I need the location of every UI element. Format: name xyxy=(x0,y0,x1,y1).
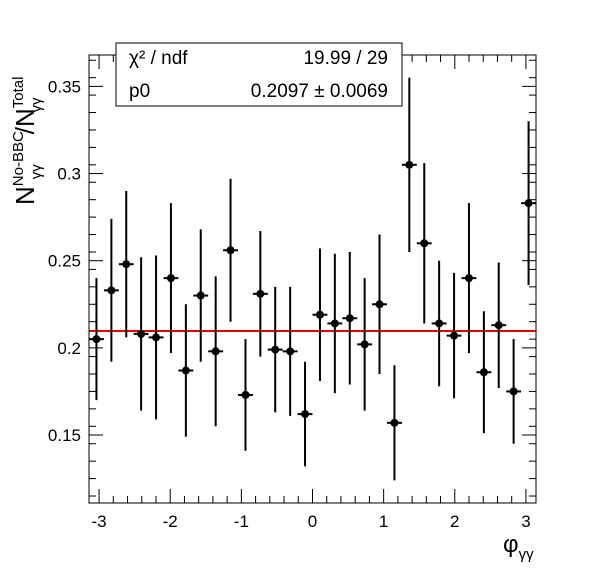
point-marker xyxy=(286,347,295,356)
data-point xyxy=(118,190,134,338)
fit-stats-box: χ² / ndf 19.99 / 29 p0 0.2097 ± 0.0069 xyxy=(115,42,403,107)
y-title-sep: /N xyxy=(10,108,40,134)
x-axis-title: φγγ xyxy=(503,531,534,563)
point-marker xyxy=(241,390,250,399)
data-point xyxy=(238,339,253,451)
stat-p0-label: p0 xyxy=(129,81,150,102)
data-point xyxy=(521,121,537,286)
data-point xyxy=(252,231,268,357)
data-point xyxy=(267,286,283,413)
point-marker xyxy=(122,260,131,269)
data-point xyxy=(282,286,298,416)
point-marker xyxy=(315,310,324,319)
point-marker xyxy=(92,335,101,344)
x-tick-label: 0 xyxy=(308,512,317,531)
x-title-main: φ xyxy=(503,531,519,558)
point-marker xyxy=(256,289,265,298)
y-title-den-sub: γγ xyxy=(28,97,45,113)
stat-chi2-value: 19.99 / 29 xyxy=(303,48,388,69)
point-marker xyxy=(152,333,161,342)
point-marker xyxy=(271,345,280,354)
point-marker xyxy=(464,274,473,283)
y-tick-label: 0.3 xyxy=(57,165,81,184)
y-tick-label: 0.2 xyxy=(57,339,81,358)
x-tick-label: 3 xyxy=(521,512,530,531)
y-tick-label: 0.15 xyxy=(48,426,81,445)
data-point xyxy=(103,218,119,362)
y-tick-label: 0.25 xyxy=(48,252,81,271)
x-tick-label: -2 xyxy=(163,512,178,531)
data-point xyxy=(387,365,402,481)
stat-chi2-label: χ² / ndf xyxy=(129,48,188,69)
point-marker xyxy=(107,286,116,295)
data-point xyxy=(357,278,373,411)
data-point xyxy=(223,178,238,322)
x-tick-label: 1 xyxy=(379,512,388,531)
point-marker xyxy=(166,274,175,283)
stat-p0-value: 0.2097 ± 0.0069 xyxy=(251,81,388,102)
data-point xyxy=(446,272,462,399)
y-axis-title: NNo-BBCγγ/NTotalγγ xyxy=(10,77,45,205)
svg-text:φγγ: φγγ xyxy=(503,531,534,563)
y-title-main: N xyxy=(10,186,40,205)
data-point xyxy=(431,260,447,387)
x-tick-label: -3 xyxy=(92,512,107,531)
point-marker xyxy=(405,160,414,169)
y-title-num-sub: γγ xyxy=(28,164,45,180)
x-tick-label: 2 xyxy=(450,512,459,531)
point-marker xyxy=(181,366,190,375)
data-point xyxy=(416,163,432,324)
data-point xyxy=(506,339,522,444)
point-marker xyxy=(330,319,339,328)
point-marker xyxy=(479,368,488,377)
point-marker xyxy=(137,329,146,338)
data-point xyxy=(327,253,343,394)
data-point xyxy=(312,248,328,381)
point-marker xyxy=(435,319,444,328)
data-point xyxy=(491,262,507,388)
data-point xyxy=(133,257,149,411)
data-point xyxy=(476,311,492,434)
data-point xyxy=(342,251,358,385)
point-marker xyxy=(494,321,503,330)
y-title-num-sup: No-BBC xyxy=(10,131,27,186)
point-marker xyxy=(345,314,354,323)
point-marker xyxy=(420,239,429,248)
point-marker xyxy=(524,199,533,208)
x-tick-label: -1 xyxy=(234,512,249,531)
data-point xyxy=(401,77,417,252)
point-marker xyxy=(301,410,310,419)
data-point xyxy=(178,304,194,437)
data-point xyxy=(148,255,164,420)
y-tick-label: 0.35 xyxy=(48,77,81,96)
point-marker xyxy=(211,347,220,356)
data-point xyxy=(372,234,387,375)
point-marker xyxy=(450,331,459,340)
point-marker xyxy=(375,300,384,309)
tick-labels-layer: -3 -2 -1 0 1 2 3 0.15 0.2 0.25 0.3 0.35 xyxy=(48,77,531,531)
point-marker xyxy=(390,418,399,427)
data-point xyxy=(88,278,104,401)
point-marker xyxy=(509,387,518,396)
data-point xyxy=(163,203,179,354)
data-point xyxy=(193,229,209,362)
svg-text:NNo-BBCγγ/NTotalγγ: NNo-BBCγγ/NTotalγγ xyxy=(10,77,45,205)
point-marker xyxy=(360,340,369,349)
fit-stats-frame xyxy=(115,42,403,107)
data-point xyxy=(297,361,313,467)
data-point xyxy=(208,276,224,427)
point-marker xyxy=(226,246,235,255)
y-title-den-sup: Total xyxy=(10,77,27,109)
point-marker xyxy=(196,291,205,300)
data-points-layer xyxy=(88,77,537,481)
data-point xyxy=(461,203,477,354)
x-title-sub: γγ xyxy=(519,546,535,563)
